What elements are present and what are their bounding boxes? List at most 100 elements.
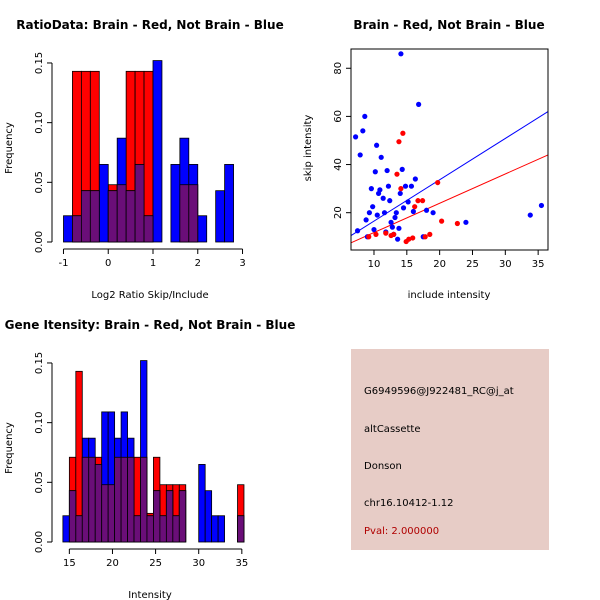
x-tick-label: 20 xyxy=(106,558,119,569)
not-brain-bar xyxy=(152,60,163,243)
not-brain-bar xyxy=(224,164,234,243)
not-brain-bar xyxy=(170,164,181,243)
not-brain-point xyxy=(370,204,376,210)
not-brain-point xyxy=(354,228,361,234)
not-brain-point xyxy=(385,183,392,189)
brain-point xyxy=(366,234,372,240)
not-brain-point xyxy=(357,152,363,158)
brain-point xyxy=(396,139,402,145)
brain-point xyxy=(439,218,445,224)
overlap-bar xyxy=(140,456,148,543)
not-brain-point xyxy=(371,226,377,233)
overlap-bar xyxy=(143,215,154,243)
overlap-bar xyxy=(179,184,190,243)
scatter-xlabel: include intensity xyxy=(408,290,491,301)
probe-info-panel: G6949596@J922481_RC@j_at altCassette Don… xyxy=(351,349,549,550)
overlap-bar xyxy=(134,164,145,243)
x-tick-label: 35 xyxy=(235,558,248,569)
not-brain-bar xyxy=(204,490,213,543)
not-brain-point xyxy=(408,183,415,189)
not-brain-point xyxy=(360,128,366,134)
overlap-bar xyxy=(75,515,83,543)
overlap-bar xyxy=(120,456,128,543)
regression-line xyxy=(350,111,549,236)
not-brain-bar xyxy=(217,515,225,543)
x-tick-label: -1 xyxy=(58,258,68,269)
x-tick-label: 15 xyxy=(63,558,76,569)
brain-point xyxy=(419,198,426,204)
y-tick-label: 0.15 xyxy=(34,52,45,74)
overlap-bar xyxy=(107,484,116,543)
brain-point xyxy=(398,186,404,192)
not-brain-point xyxy=(393,210,399,216)
overlap-bar xyxy=(165,490,174,543)
brain-point xyxy=(415,198,421,204)
not-brain-point xyxy=(374,212,380,218)
brain-point xyxy=(435,179,441,186)
ratio-histogram-panel: RatioData: Brain - Red, Not Brain - Blue… xyxy=(4,18,284,301)
y-tick-label: 0.05 xyxy=(34,471,45,493)
not-brain-point xyxy=(368,186,374,192)
gene-histogram-title: Gene Itensity: Brain - Red, Not Brain - … xyxy=(5,318,296,332)
probe-id: G6949596@J922481_RC@j_at xyxy=(364,386,514,397)
not-brain-point xyxy=(399,166,405,172)
overlap-bar xyxy=(114,456,122,543)
brain-point xyxy=(427,231,433,237)
overlap-bar xyxy=(188,184,199,243)
y-tick-label: 20 xyxy=(333,206,344,219)
not-brain-point xyxy=(380,195,386,201)
scatter-ylabel: skip intensity xyxy=(303,115,314,182)
overlap-bar xyxy=(68,490,77,543)
not-brain-point xyxy=(387,198,393,204)
not-brain-point xyxy=(363,217,369,223)
plot-frame xyxy=(350,48,549,251)
scatter-axes: 10 15 20 25 30 35 20 40 60 80 xyxy=(333,48,549,270)
x-tick-label: 30 xyxy=(192,558,205,569)
y-tick-label: 0.00 xyxy=(34,231,45,253)
brain-point xyxy=(454,220,460,227)
not-brain-point xyxy=(372,169,378,175)
overlap-bar xyxy=(153,490,161,543)
event-type: altCassette xyxy=(364,424,421,435)
brain-point xyxy=(412,204,418,210)
ratio-histogram-ylabel: Frequency xyxy=(4,122,15,174)
x-tick-label: 2 xyxy=(195,258,201,269)
y-tick-label: 40 xyxy=(333,158,344,171)
brain-point xyxy=(373,231,379,237)
not-brain-point xyxy=(402,183,409,189)
not-brain-point xyxy=(384,167,390,174)
overlap-bar xyxy=(125,190,136,243)
not-brain-point xyxy=(538,202,545,209)
not-brain-point xyxy=(400,205,407,211)
y-tick-label: 0.15 xyxy=(34,352,45,374)
not-brain-point xyxy=(366,210,372,216)
overlap-bar xyxy=(88,456,96,543)
scatter-regression-lines xyxy=(350,111,549,244)
ratio-histogram-bars xyxy=(63,60,234,243)
not-brain-point xyxy=(398,51,404,57)
not-brain-bar xyxy=(198,464,206,543)
x-tick-label: 1 xyxy=(150,258,156,269)
overlap-bar xyxy=(133,515,141,543)
not-brain-point xyxy=(396,225,402,231)
y-tick-label: 0.00 xyxy=(34,531,45,553)
overlap-bar xyxy=(107,190,118,243)
not-brain-bar xyxy=(98,164,109,243)
y-tick-label: 80 xyxy=(333,62,344,75)
y-tick-label: 0.10 xyxy=(34,112,45,134)
not-brain-bar xyxy=(197,215,208,243)
x-tick-label: 35 xyxy=(532,259,545,270)
brain-point xyxy=(400,130,406,136)
gene-histogram-axes: 15 20 25 30 35 0.00 0.05 0.10 0.15 xyxy=(34,352,248,569)
overlap-bar xyxy=(81,456,90,543)
not-brain-point xyxy=(410,208,416,215)
overlap-bar xyxy=(116,184,127,243)
brain-point xyxy=(422,234,428,240)
gene-histogram-bars xyxy=(62,360,245,543)
x-tick-label: 20 xyxy=(433,259,446,270)
not-brain-point xyxy=(430,210,436,216)
y-tick-label: 0.10 xyxy=(34,412,45,434)
overlap-bar xyxy=(237,515,245,543)
overlap-bar xyxy=(94,464,103,543)
